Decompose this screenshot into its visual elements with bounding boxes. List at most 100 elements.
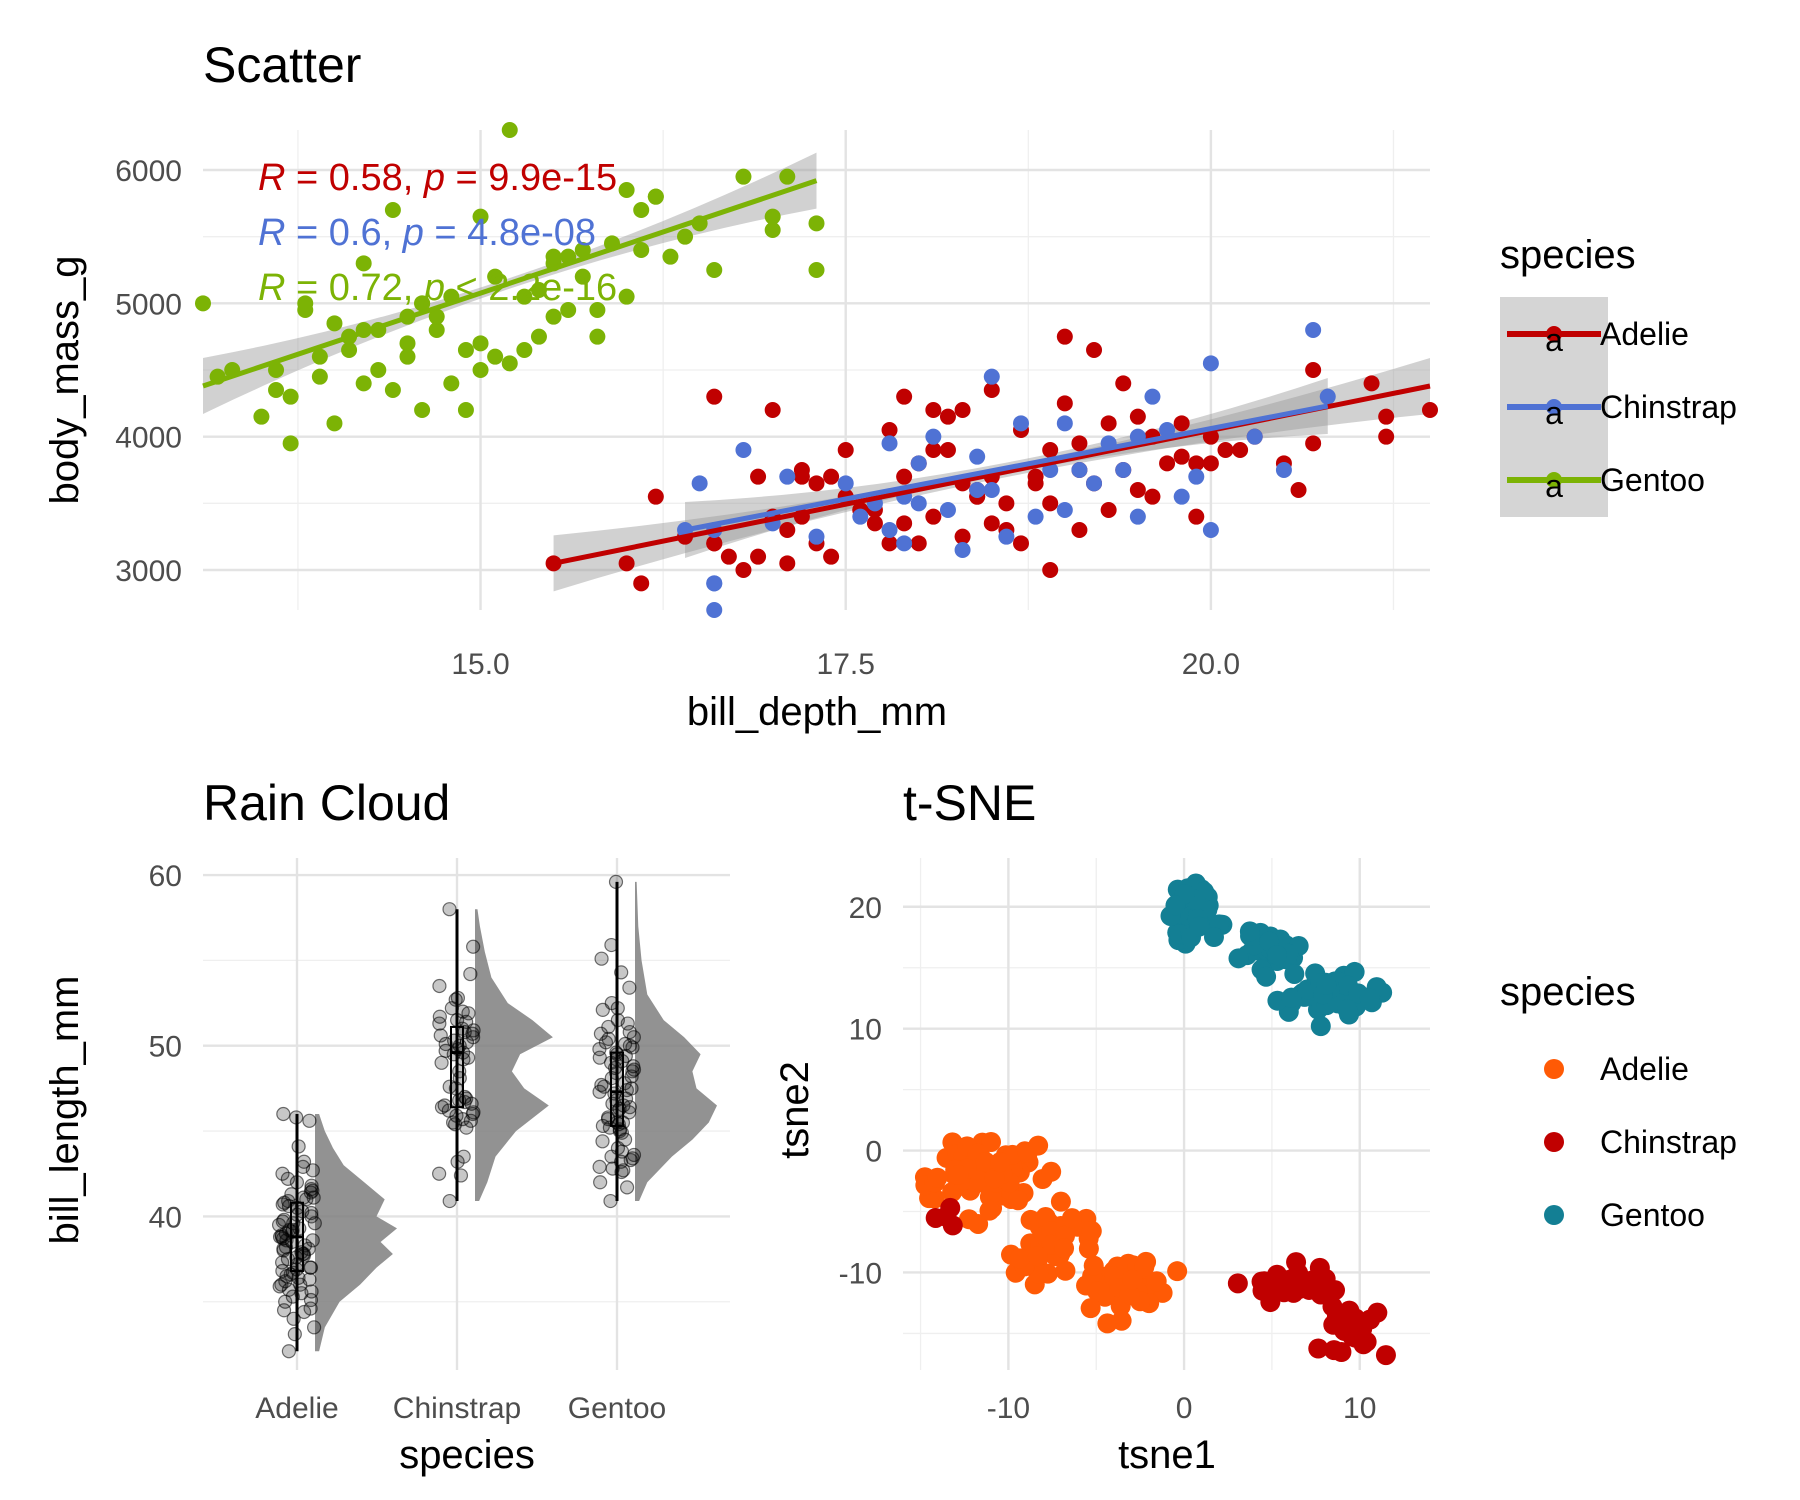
raincloud-point-chinstrap [444, 1001, 459, 1016]
scatter-point-chinstrap [1129, 508, 1146, 525]
raincloud-x-axis-title: species [399, 1433, 535, 1477]
raincloud-density-chinstrap [475, 909, 553, 1202]
scatter-point-adelie [706, 535, 723, 552]
scatter-point-gentoo [530, 282, 547, 298]
tsne-point-chinstrap [1251, 1271, 1272, 1292]
scatter-panel: Scatter R = 0.58, p = 9.9e-15 R = 0.6, p … [43, 37, 1737, 734]
raincloud-point-chinstrap [450, 990, 465, 1006]
tsne-y-tick-label: 20 [849, 892, 882, 925]
raincloud-point-adelie [275, 1166, 290, 1181]
scatter-point-gentoo [501, 122, 518, 138]
raincloud-point-chinstrap [432, 1166, 447, 1181]
raincloud-point-chinstrap [466, 939, 481, 954]
scatter-point-gentoo [326, 415, 343, 432]
scatter-point-gentoo [355, 255, 372, 272]
scatter-point-adelie [910, 535, 927, 552]
scatter-point-adelie [735, 562, 752, 578]
scatter-point-gentoo [647, 188, 664, 205]
tsne-point-gentoo [1256, 966, 1277, 987]
scatter-point-gentoo [516, 342, 533, 358]
tsne-point-adelie [1081, 1221, 1102, 1242]
raincloud-point-gentoo [601, 1019, 616, 1035]
scatter-legend-glyph-adelie: a [1545, 322, 1563, 358]
scatter-point-gentoo [253, 408, 270, 425]
scatter-point-chinstrap [1319, 388, 1336, 405]
scatter-point-adelie [939, 408, 956, 425]
tsne-point-adelie [1146, 1271, 1167, 1292]
scatter-point-chinstrap [910, 455, 927, 472]
scatter-point-chinstrap [1071, 462, 1088, 478]
raincloud-point-chinstrap [452, 1038, 467, 1053]
scatter-point-chinstrap [896, 535, 913, 552]
scatter-legend: species a Adelie a Chinstrap a Gentoo [1500, 233, 1737, 517]
scatter-correlation-label-adelie: R = 0.58, p = 9.9e-15 [258, 157, 617, 199]
scatter-point-chinstrap [925, 428, 942, 445]
scatter-point-gentoo [662, 248, 679, 265]
scatter-point-gentoo [560, 302, 577, 318]
scatter-point-adelie [837, 442, 854, 458]
scatter-point-gentoo [472, 208, 489, 225]
scatter-point-chinstrap [691, 475, 708, 492]
scatter-point-adelie [983, 382, 1000, 398]
tsne-point-adelie [1080, 1298, 1101, 1319]
scatter-point-chinstrap [1056, 415, 1073, 432]
tsne-point-adelie [1083, 1255, 1104, 1276]
scatter-point-gentoo [370, 362, 387, 378]
scatter-point-adelie [1027, 475, 1044, 492]
scatter-point-adelie [1290, 482, 1307, 498]
scatter-point-gentoo [384, 382, 401, 398]
tsne-title: t-SNE [903, 775, 1036, 831]
scatter-point-chinstrap [837, 475, 854, 492]
scatter-point-gentoo [341, 342, 358, 358]
tsne-point-chinstrap [1227, 1273, 1248, 1294]
scatter-point-adelie [1232, 442, 1249, 458]
tsne-point-chinstrap [1375, 1345, 1396, 1366]
scatter-point-gentoo [764, 222, 781, 238]
raincloud-x-tick-label: Chinstrap [393, 1392, 521, 1425]
raincloud-point-adelie [302, 1113, 317, 1128]
scatter-y-tick-label: 5000 [115, 288, 182, 321]
scatter-point-adelie [881, 535, 898, 552]
scatter-point-adelie [793, 468, 810, 485]
scatter-point-chinstrap [1202, 355, 1219, 372]
scatter-point-gentoo [414, 295, 431, 312]
scatter-point-adelie [706, 388, 723, 405]
raincloud-point-gentoo [601, 1031, 616, 1047]
raincloud-point-adelie [286, 1311, 301, 1326]
raincloud-point-chinstrap [434, 1055, 449, 1070]
scatter-point-chinstrap [706, 602, 723, 618]
raincloud-point-gentoo [604, 937, 619, 953]
scatter-point-chinstrap [1056, 502, 1073, 518]
scatter-point-gentoo [808, 262, 825, 278]
scatter-point-gentoo [326, 315, 343, 332]
scatter-point-adelie [1159, 455, 1176, 472]
tsne-point-gentoo [1310, 1016, 1331, 1037]
raincloud-point-chinstrap [461, 1050, 476, 1065]
scatter-point-adelie [1188, 508, 1205, 525]
scatter-point-gentoo [311, 348, 328, 365]
raincloud-point-adelie [291, 1270, 306, 1285]
scatter-point-gentoo [633, 202, 650, 218]
scatter-point-adelie [720, 548, 737, 565]
scatter-point-gentoo [428, 308, 445, 325]
scatter-point-chinstrap [969, 448, 986, 465]
scatter-point-gentoo [574, 268, 591, 285]
scatter-point-adelie [925, 508, 942, 525]
tsne-point-gentoo [1284, 963, 1305, 984]
scatter-point-adelie [1173, 448, 1190, 465]
scatter-point-adelie [823, 548, 840, 565]
tsne-point-adelie [1078, 1238, 1099, 1259]
scatter-point-adelie [1173, 415, 1190, 432]
scatter-point-adelie [1363, 375, 1380, 392]
scatter-point-chinstrap [1305, 322, 1322, 338]
scatter-point-gentoo [618, 182, 635, 198]
tsne-point-adelie [975, 1151, 996, 1172]
scatter-point-adelie [1100, 415, 1117, 432]
raincloud-point-adelie [289, 1110, 304, 1125]
scatter-point-gentoo [618, 288, 635, 305]
scatter-point-adelie [1305, 435, 1322, 452]
scatter-point-gentoo [472, 362, 489, 378]
scatter-point-chinstrap [808, 528, 825, 545]
raincloud-point-chinstrap [438, 1036, 453, 1052]
